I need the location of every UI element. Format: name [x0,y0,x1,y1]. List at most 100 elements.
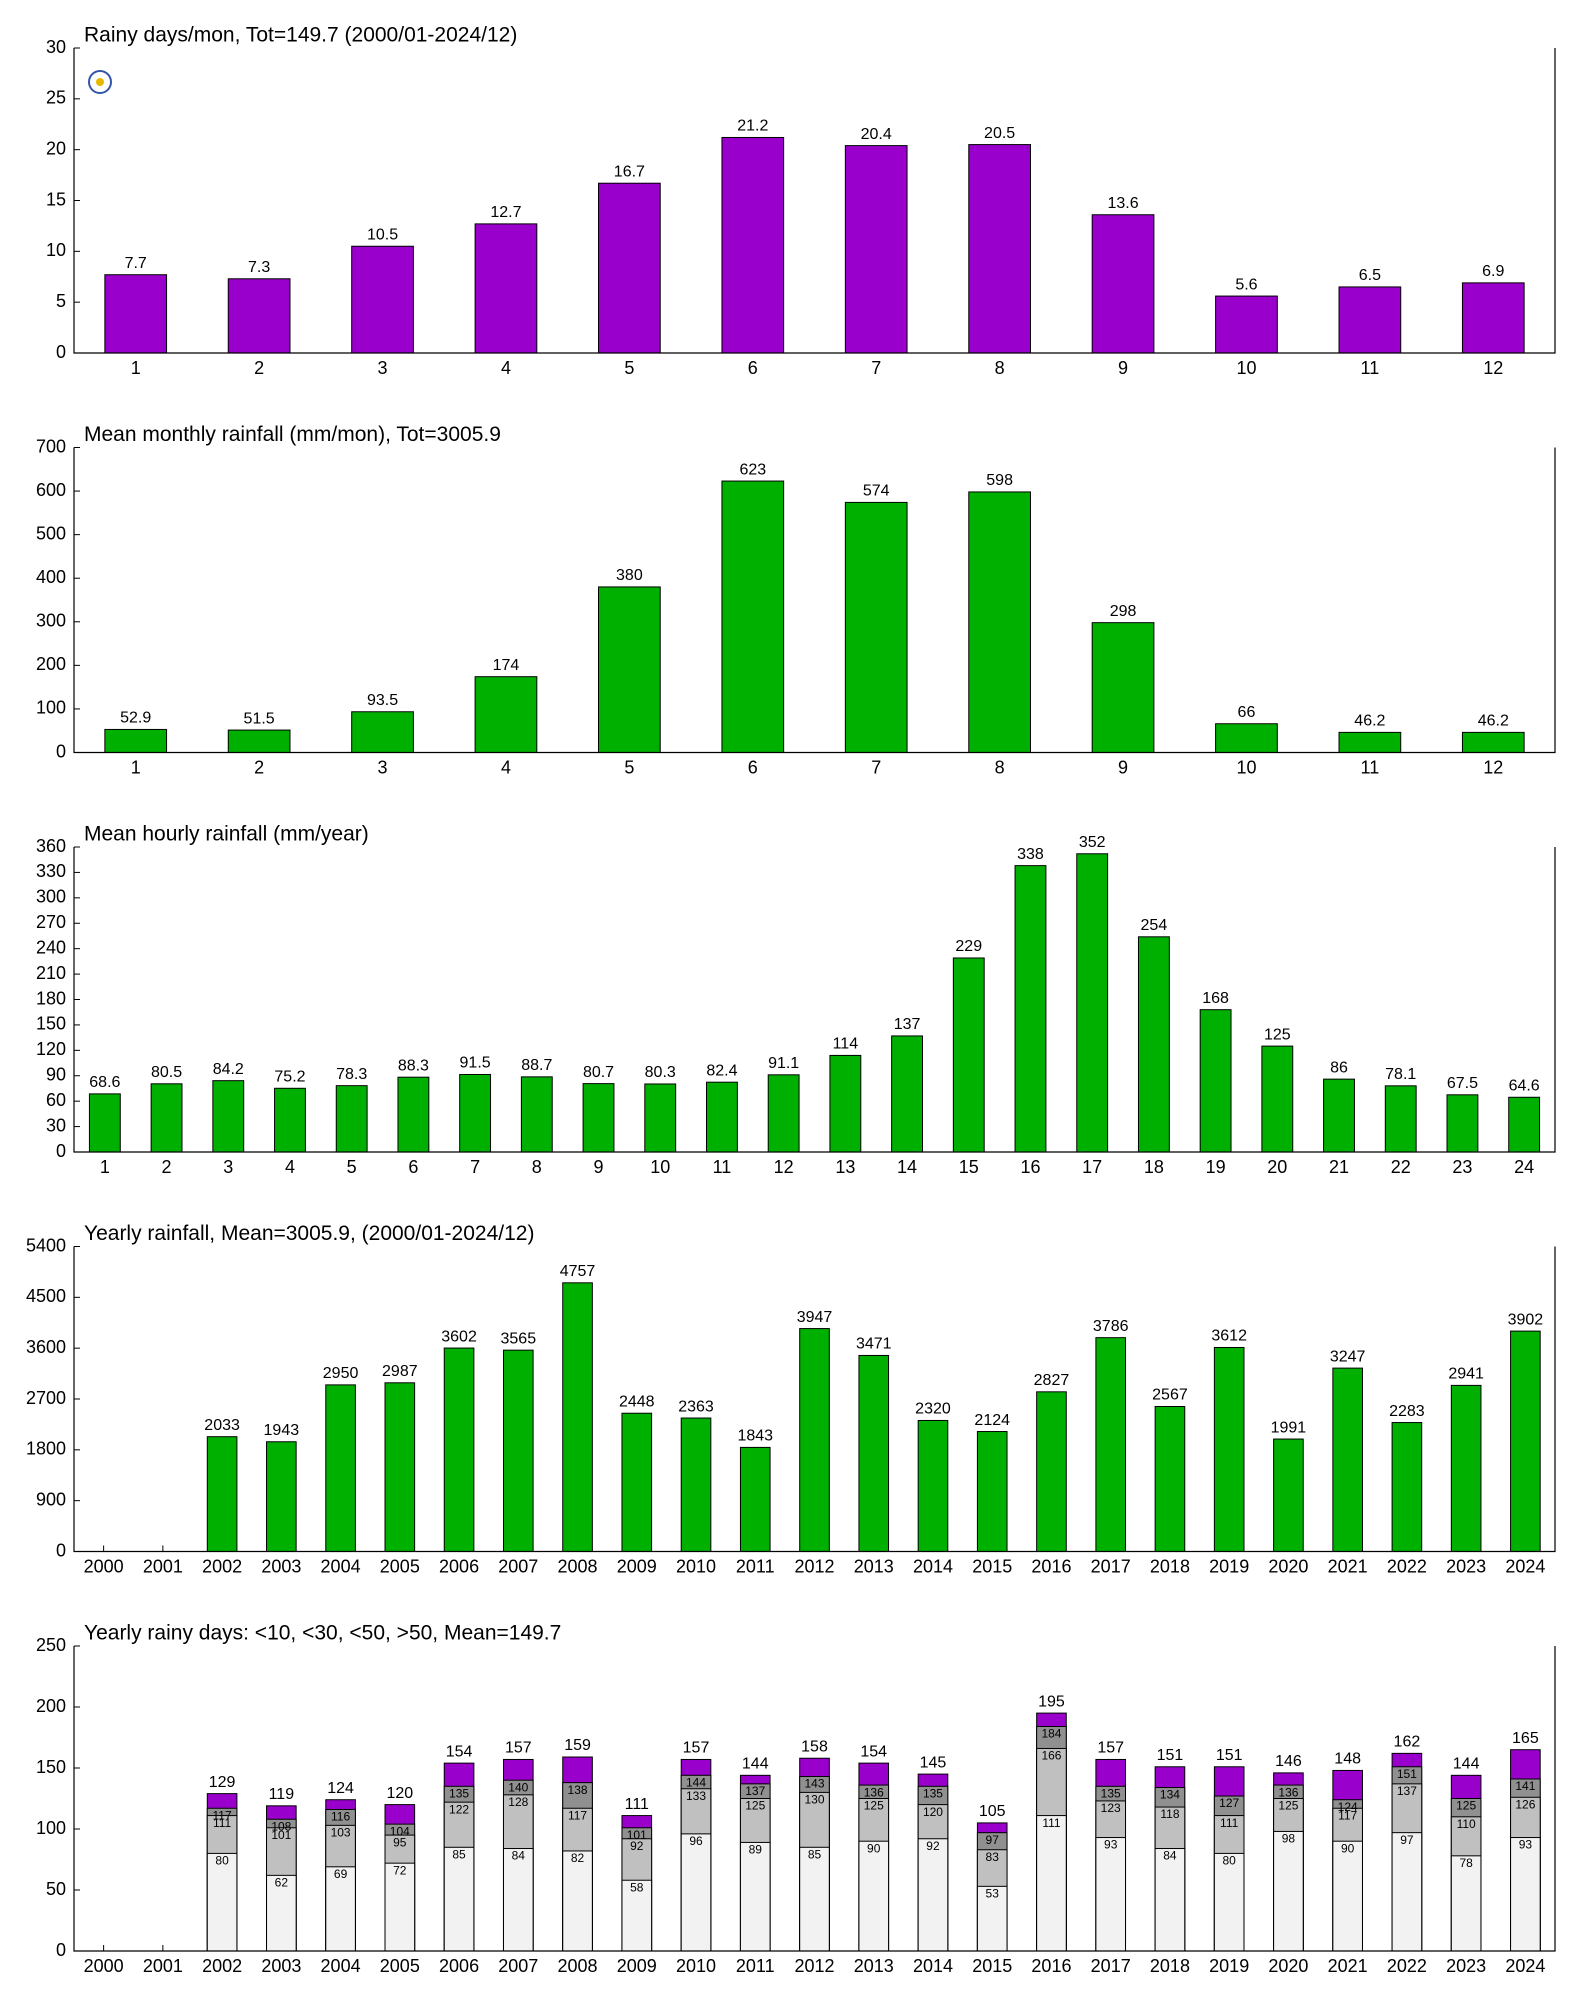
x-tick-label: 2007 [498,1956,538,1976]
bar [1014,865,1047,1153]
x-tick-label: 5 [624,757,634,777]
value-label: 93 [1519,1838,1533,1852]
x-tick-label: 2010 [676,1556,716,1576]
value-label: 75.2 [274,1069,305,1086]
value-label: 138 [568,1783,588,1797]
value-label: 151 [1216,1747,1243,1764]
x-tick-label: 2023 [1446,1556,1486,1576]
value-label: 84 [512,1849,526,1863]
value-label: 97 [1400,1833,1414,1847]
x-tick-label: 2018 [1150,1556,1190,1576]
x-tick-label: 2013 [854,1956,894,1976]
x-tick-label: 4 [501,358,511,378]
value-label: 91.5 [460,1055,491,1072]
x-tick-label: 2000 [84,1956,124,1976]
axis-frame [73,48,1556,354]
x-tick-label: 2017 [1091,1956,1131,1976]
value-label: 3565 [501,1330,537,1347]
value-label: 95 [393,1835,407,1849]
bar [1461,282,1525,354]
value-label: 84 [1163,1849,1177,1863]
bar-segment [266,1874,297,1952]
bar [1446,1094,1479,1153]
value-label: 3247 [1330,1348,1366,1365]
y-tick-label: 200 [36,654,66,674]
x-tick-label: 10 [650,1157,670,1177]
value-label: 84.2 [213,1061,244,1078]
x-tick-label: 22 [1391,1157,1411,1177]
bar-segment [1391,1832,1423,1952]
value-label: 117 [568,1808,587,1822]
value-label: 127 [1219,1796,1239,1810]
bar [1508,1096,1541,1153]
value-label: 78.3 [336,1066,367,1083]
bar-segment [858,1840,890,1952]
x-tick-label: 2005 [380,1556,420,1576]
value-label: 157 [505,1740,532,1757]
value-label: 2567 [1152,1387,1188,1404]
value-label: 111 [213,1816,232,1830]
x-tick-label: 6 [748,358,758,378]
bar-segment [739,1841,771,1952]
value-label: 229 [955,938,982,955]
value-label: 20.5 [984,125,1015,142]
value-label: 120 [923,1805,943,1819]
x-tick-label: 2020 [1268,1956,1308,1976]
bar [1199,1009,1232,1153]
x-tick-label: 3 [378,757,388,777]
bar [1076,853,1109,1153]
bar [598,586,661,754]
value-label: 124 [327,1780,354,1797]
bar [1510,1330,1541,1552]
y-tick-label: 30 [46,1115,66,1135]
x-tick-label: 2016 [1031,1956,1071,1976]
bar [952,957,985,1153]
x-tick-label: 2011 [736,1556,775,1576]
bar-segment [1036,1815,1067,1952]
value-label: 1991 [1271,1419,1307,1436]
bar [858,1354,890,1552]
value-label: 165 [1512,1730,1539,1747]
x-tick-label: 4 [501,757,511,777]
x-tick-label: 2002 [202,1956,242,1976]
value-label: 2987 [382,1363,418,1380]
value-label: 62 [275,1876,289,1890]
value-label: 157 [1097,1740,1124,1757]
bar [1154,1406,1186,1553]
x-tick-label: 2008 [558,1956,598,1976]
value-label: 2124 [974,1412,1010,1429]
bar [1091,214,1155,354]
bar [104,274,168,354]
value-label: 80.5 [151,1064,182,1081]
bar-chart: Yearly rainfall, Mean=3005.9, (2000/01-2… [26,1222,1556,1576]
bar [520,1076,553,1153]
value-label: 133 [686,1789,706,1803]
value-label: 3612 [1211,1328,1247,1345]
bar [1450,1384,1482,1552]
value-label: 3602 [441,1328,477,1345]
value-label: 117 [213,1808,232,1822]
bar [706,1081,738,1153]
bar-segment [1510,1837,1541,1952]
value-label: 141 [1515,1779,1535,1793]
bar-segment [680,1833,712,1952]
x-tick-label: 8 [532,1157,542,1177]
bar [384,1382,416,1552]
bar [621,1412,653,1552]
value-label: 2283 [1389,1403,1425,1420]
value-label: 67.5 [1447,1075,1478,1092]
value-label: 104 [390,1824,410,1838]
x-tick-label: 8 [995,757,1005,777]
y-tick-label: 20 [46,138,66,158]
y-tick-label: 150 [36,1757,66,1777]
value-label: 21.2 [737,118,768,135]
bar-segment [799,1846,830,1952]
bar-segment [917,1838,949,1952]
bar-segment [206,1852,238,1952]
x-tick-label: 7 [871,358,881,378]
x-tick-label: 11 [1361,757,1380,777]
value-label: 10.5 [367,226,398,243]
x-tick-label: 2002 [202,1556,242,1576]
axis-frame [73,1246,1556,1553]
